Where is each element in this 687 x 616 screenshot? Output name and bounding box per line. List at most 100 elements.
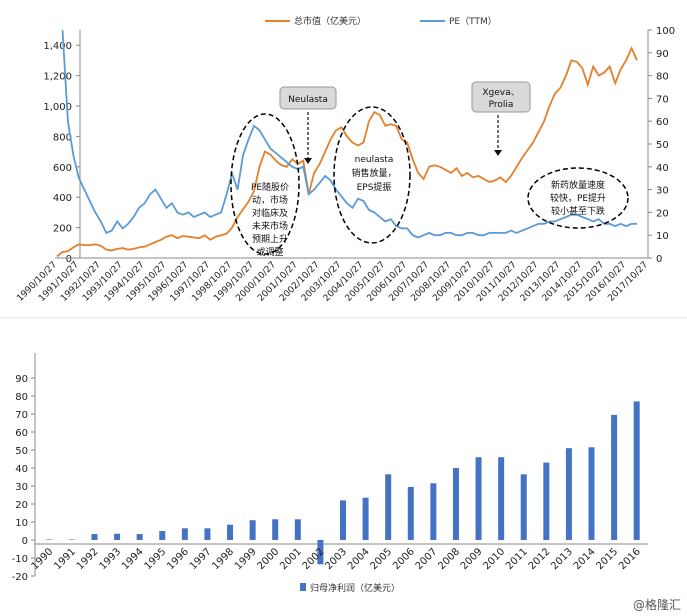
bar [204,528,211,540]
bottom-y-tick-label: 20 [15,500,28,511]
callout-box [279,86,337,110]
top-left-tick-label: 0 [66,254,72,265]
bottom-x-tick-label: 1991 [52,546,78,572]
bottom-x-tick-label: 1998 [210,546,236,572]
bottom-x-tick-label: 2009 [459,546,485,572]
bar [68,539,75,540]
note-line: 对临床及 [252,207,288,219]
bottom-x-tick-label: 1993 [97,546,123,572]
bottom-x-tick-label: 2001 [278,546,304,572]
bottom-x-tick-label: 2005 [369,546,395,572]
bar [611,414,618,540]
bar [272,519,279,540]
bottom-x-tick-label: 2012 [527,546,553,572]
bar [452,468,459,540]
bottom-y-tick-label: -10 [12,554,28,565]
top-left-tick-label: 1,400 [43,41,72,52]
dashed-ellipse [333,106,411,244]
bottom-bars [46,401,640,565]
callout-box [471,81,531,113]
bar [565,448,572,540]
bottom-y-tick-label: 0 [22,536,28,547]
note-line: neulasta [355,155,394,165]
bar [294,519,301,540]
callout-arrow-head [304,158,312,164]
bottom-y-tick-label: 70 [15,410,28,421]
top-left-tick-label: 1,000 [43,102,72,113]
bottom-x-axis-ticks: 1990199119921993199419951996199719981999… [30,546,643,572]
top-right-tick-label: 90 [656,49,669,60]
top-right-tick-label: 40 [656,163,669,174]
top-left-tick-label: 600 [53,163,72,174]
callout-text-line-1: Xgeva、 [482,88,519,98]
top-left-tick-label: 800 [53,132,72,143]
bar [159,531,166,540]
bar [520,474,527,540]
bar [114,533,121,540]
note-line: PE随股价 [251,181,289,193]
top-left-y-axis: 0 200 400 600 800 1,000 1,200 1,400 [43,30,81,265]
bar [317,540,324,565]
bottom-y-tick-label: 50 [15,446,28,457]
bottom-x-tick-label: 2014 [572,546,598,572]
bottom-x-tick-label: 2003 [323,546,349,572]
bottom-x-tick-label: 1992 [75,546,101,572]
top-right-tick-label: 10 [656,231,669,242]
bottom-x-tick-label: 2016 [617,546,643,572]
bottom-y-tick-label: 10 [15,518,28,529]
legend-label-pe: PE（TTM） [449,16,497,27]
callout-text-line-2: Prolia [489,100,514,110]
bar [249,520,256,540]
bottom-x-tick-label: 1996 [165,546,191,572]
bottom-x-tick-label: 2004 [346,546,372,572]
note-line: 销售放量， [351,167,396,179]
bottom-x-tick-label: 1990 [30,546,56,572]
top-right-tick-label: 30 [656,186,669,197]
note-line: 较小甚至下跌 [551,205,605,217]
bottom-y-axis: -20 -10 0 10 20 30 40 50 60 70 80 90 [12,353,36,583]
bottom-x-tick-label: 2015 [594,546,620,572]
bottom-y-tick-label: 90 [15,374,28,385]
bottom-y-tick-label: 40 [15,464,28,475]
note-line: 或调整 [256,246,283,258]
bottom-y-tick-label: 80 [15,392,28,403]
top-left-tick-label: 1,200 [43,72,72,83]
series-line-market-cap [56,45,638,258]
bottom-x-tick-label: 2010 [481,546,507,572]
bottom-x-tick-label: 2007 [414,546,440,572]
bottom-x-tick-label: 1997 [188,546,214,572]
ellipse-note-3: 新药放量速度 较快，PE提升 较小甚至下跌 [527,167,629,229]
bottom-x-tick-label: 1994 [120,546,146,572]
bottom-y-tick-label: 60 [15,428,28,439]
bar [46,539,53,540]
bottom-x-tick-label: 2011 [504,546,530,572]
bottom-legend: 归母净利润（亿美元） [300,582,400,594]
top-right-y-axis: 0 10 20 30 40 50 60 70 80 90 100 [647,26,675,265]
top-right-tick-label: 70 [656,94,669,105]
top-legend: 总市值（亿美元） PE（TTM） [265,15,497,27]
note-line: EPS提振 [357,181,392,193]
ellipse-note-2: neulasta 销售放量， EPS提振 [333,106,411,244]
top-x-axis-ticks: 1990/10/271991/10/271992/10/271993/10/27… [15,260,650,304]
legend-label-market-cap: 总市值（亿美元） [294,15,366,27]
watermark: @格隆汇 [633,597,681,612]
bar [588,447,595,540]
bottom-x-tick-label: 2000 [256,546,282,572]
note-line: 较快，PE提升 [550,192,606,204]
bar [475,457,482,540]
bar [340,500,346,540]
dashed-ellipse [230,113,300,255]
top-left-tick-label: 200 [53,224,72,235]
bottom-x-tick-label: 1999 [233,546,259,572]
top-right-tick-label: 60 [656,117,669,128]
bar [227,524,234,540]
note-line: 动，市场 [252,194,288,206]
legend-label-net-profit: 归母净利润（亿美元） [310,582,400,594]
bar [136,534,143,540]
dashed-ellipse [527,167,629,229]
top-right-tick-label: 50 [656,140,669,151]
top-right-tick-label: 0 [656,254,662,265]
callout-neulasta: Neulasta [279,86,337,164]
